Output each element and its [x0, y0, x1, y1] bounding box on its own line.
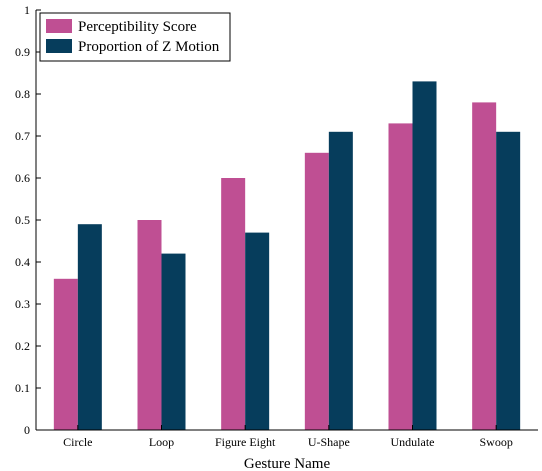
bar-perceptibility-score-loop — [137, 220, 162, 430]
y-tick-label: 0.7 — [15, 129, 30, 143]
y-tick-label: 0 — [24, 423, 30, 437]
x-axis-title: Gesture Name — [244, 456, 331, 471]
y-tick-label: 0.4 — [15, 255, 30, 269]
bars-group — [53, 81, 521, 431]
bar-proportion-z-motion-figure-eight — [245, 232, 270, 430]
bar-perceptibility-score-circle — [53, 278, 78, 430]
y-tick-label: 0.2 — [15, 339, 30, 353]
y-tick-label: 0.8 — [15, 87, 30, 101]
bar-perceptibility-score-u-shape — [304, 152, 329, 431]
plot-background — [36, 10, 538, 430]
y-tick-label: 0.6 — [15, 171, 30, 185]
bar-proportion-z-motion-u-shape — [328, 131, 353, 431]
plot-area — [36, 10, 538, 430]
axes-group: 0 0.1 0.2 0.3 0.4 0.5 0.6 0.7 0.8 0.9 1 Circle Loop F… — [15, 3, 538, 449]
bar-perceptibility-score-figure-eight — [221, 178, 246, 430]
y-tick-label: 1 — [24, 3, 30, 17]
x-tick-label: Circle — [63, 435, 92, 449]
bar-perceptibility-score-undulate — [388, 123, 413, 431]
bar-proportion-z-motion-swoop — [496, 131, 521, 431]
legend-label: Proportion of Z Motion — [78, 39, 220, 55]
x-tick-label: Undulate — [391, 435, 435, 449]
y-tick-label: 0.9 — [15, 45, 30, 59]
y-tick-label: 0.5 — [15, 213, 30, 227]
x-tick-label: Swoop — [479, 435, 512, 449]
x-tick-label: Loop — [149, 435, 174, 449]
bar-proportion-z-motion-circle — [77, 224, 102, 430]
legend-label: Perceptibility Score — [78, 19, 197, 35]
legend-swatch — [46, 19, 72, 33]
y-tick-label: 0.3 — [15, 297, 30, 311]
y-tick-label: 0.1 — [15, 381, 30, 395]
bar-proportion-z-motion-loop — [161, 253, 186, 430]
x-tick-label: U-Shape — [308, 435, 350, 449]
legend: Perceptibility Score Proportion of Z Moti… — [39, 12, 231, 62]
bar-perceptibility-score-swoop — [472, 102, 497, 431]
x-tick-label: Figure Eight — [215, 435, 276, 449]
legend-swatch — [46, 39, 72, 53]
bar-proportion-z-motion-undulate — [412, 81, 437, 431]
